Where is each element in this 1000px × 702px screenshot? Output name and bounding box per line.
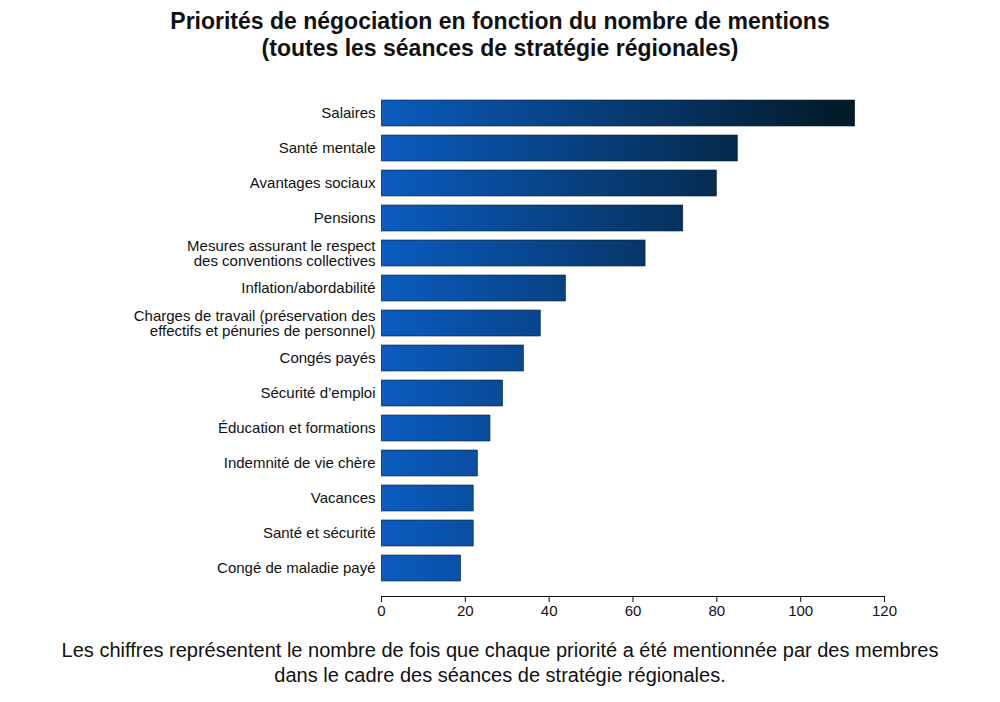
svg-text:Éducation et formations: Éducation et formations xyxy=(218,419,376,436)
svg-text:Salaires: Salaires xyxy=(321,104,375,121)
svg-text:Pensions: Pensions xyxy=(314,209,376,226)
svg-text:Charges de travail (préservati: Charges de travail (préservation deseffe… xyxy=(134,307,376,339)
svg-text:Indemnité de vie chère: Indemnité de vie chère xyxy=(224,454,376,471)
html-text:Les chiffres représentent le n: Les chiffres représentent le nombre de f… xyxy=(61,639,939,686)
svg-text:Sécurité d’emploi: Sécurité d’emploi xyxy=(260,384,375,401)
svg-text:40: 40 xyxy=(541,602,558,619)
svg-text:0: 0 xyxy=(377,602,385,619)
svg-text:60: 60 xyxy=(625,602,642,619)
svg-text:Inflation/abordabilité: Inflation/abordabilité xyxy=(241,279,375,296)
svg-text:100: 100 xyxy=(788,602,813,619)
svg-text:Santé et sécurité: Santé et sécurité xyxy=(263,524,376,541)
svg-text:Congé de maladie payé: Congé de maladie payé xyxy=(217,559,375,576)
svg-text:Mesures assurant le respectdes: Mesures assurant le respectdes conventio… xyxy=(187,237,376,269)
svg-text:Vacances: Vacances xyxy=(311,489,376,506)
svg-text:120: 120 xyxy=(872,602,897,619)
svg-text:Santé mentale: Santé mentale xyxy=(279,139,376,156)
svg-text:Avantages sociaux: Avantages sociaux xyxy=(250,174,376,191)
svg-text:20: 20 xyxy=(457,602,474,619)
svg-text:80: 80 xyxy=(708,602,725,619)
svg-text:Congés payés: Congés payés xyxy=(280,349,376,366)
html-text:(toutes les séances de stratég: (toutes les séances de stratégie régiona… xyxy=(261,35,739,61)
html-text:Priorités de négociation en fo: Priorités de négociation en fonction du … xyxy=(170,8,830,34)
